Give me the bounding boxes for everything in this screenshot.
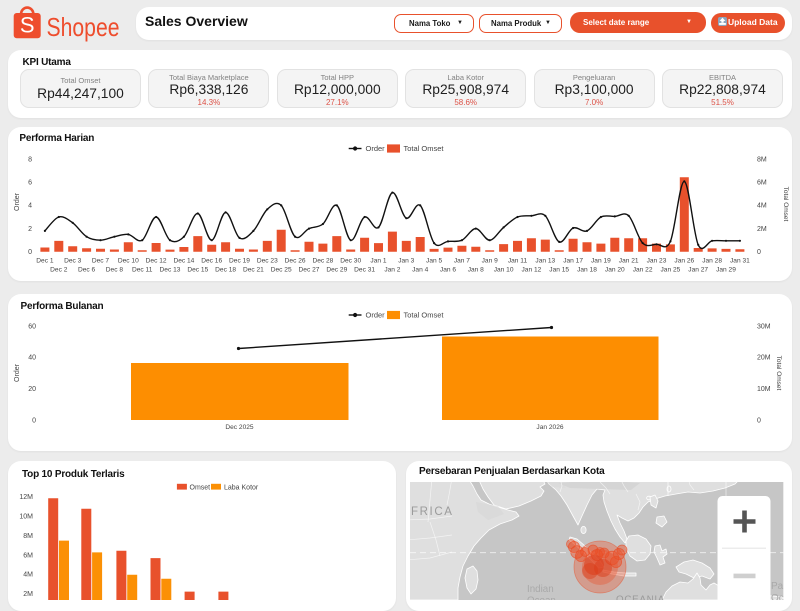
svg-text:Dec 29: Dec 29 (326, 267, 347, 274)
svg-text:Dec 11: Dec 11 (132, 267, 153, 274)
svg-text:Dec 15: Dec 15 (187, 267, 208, 274)
svg-text:Dec 1: Dec 1 (36, 258, 54, 265)
svg-text:Jan 25: Jan 25 (660, 267, 680, 274)
svg-text:Jan 21: Jan 21 (619, 258, 639, 265)
svg-text:Dec 2025: Dec 2025 (225, 424, 254, 431)
svg-text:Dec 21: Dec 21 (243, 267, 264, 274)
svg-text:2M: 2M (23, 591, 33, 598)
svg-text:Jan 11: Jan 11 (508, 258, 528, 265)
svg-text:Dec 12: Dec 12 (146, 258, 167, 265)
svg-text:10M: 10M (757, 386, 771, 393)
svg-text:Dec 16: Dec 16 (201, 258, 222, 265)
svg-text:Jan 27: Jan 27 (688, 267, 708, 274)
svg-text:2M: 2M (757, 226, 767, 233)
svg-text:8M: 8M (23, 533, 33, 540)
svg-text:Total Omset: Total Omset (782, 187, 789, 222)
svg-text:Order: Order (14, 363, 21, 382)
svg-text:Order: Order (366, 311, 386, 320)
svg-text:Dec 10: Dec 10 (118, 258, 139, 265)
svg-text:Ocean: Ocean (527, 596, 556, 601)
svg-text:Total Omset: Total Omset (404, 144, 445, 153)
svg-text:Jan 20: Jan 20 (605, 267, 625, 274)
svg-text:S: S (20, 13, 35, 38)
svg-text:12M: 12M (19, 494, 33, 501)
svg-text:Jan 6: Jan 6 (440, 267, 456, 274)
svg-text:6M: 6M (757, 180, 767, 187)
svg-text:Dec 13: Dec 13 (160, 267, 181, 274)
svg-text:10M: 10M (19, 514, 33, 521)
svg-text:Total Omset: Total Omset (404, 311, 445, 320)
svg-text:40: 40 (28, 355, 36, 362)
svg-text:Jan 18: Jan 18 (577, 267, 597, 274)
svg-text:Dec 3: Dec 3 (64, 258, 82, 265)
svg-text:8: 8 (28, 156, 32, 163)
svg-text:30M: 30M (757, 323, 771, 330)
svg-text:Jan 2: Jan 2 (384, 267, 400, 274)
svg-text:Dec 31: Dec 31 (354, 267, 375, 274)
svg-text:Jan 3: Jan 3 (398, 258, 414, 265)
svg-text:8M: 8M (757, 156, 767, 163)
svg-text:Dec 2: Dec 2 (50, 267, 68, 274)
svg-text:6M: 6M (23, 552, 33, 559)
svg-text:4M: 4M (23, 572, 33, 579)
svg-text:Jan 1: Jan 1 (370, 258, 386, 265)
svg-text:Dec 6: Dec 6 (78, 267, 96, 274)
svg-text:0: 0 (32, 417, 36, 424)
svg-text:2: 2 (28, 226, 32, 233)
svg-text:Jan 31: Jan 31 (730, 258, 750, 265)
svg-text:4: 4 (28, 203, 32, 210)
svg-text:6: 6 (28, 180, 32, 187)
svg-text:Jan 26: Jan 26 (674, 258, 694, 265)
svg-text:Jan 9: Jan 9 (482, 258, 498, 265)
svg-text:Jan 22: Jan 22 (633, 267, 653, 274)
svg-text:Jan 15: Jan 15 (549, 267, 569, 274)
svg-text:Jan 4: Jan 4 (412, 267, 428, 274)
svg-text:Jan 2026: Jan 2026 (536, 424, 563, 431)
svg-text:Pa: Pa (771, 581, 784, 592)
svg-text:Jan 12: Jan 12 (521, 267, 541, 274)
svg-text:Dec 26: Dec 26 (285, 258, 306, 265)
svg-text:Jan 28: Jan 28 (702, 258, 722, 265)
svg-text:Jan 19: Jan 19 (591, 258, 611, 265)
svg-text:Dec 28: Dec 28 (312, 258, 333, 265)
svg-text:Jan 5: Jan 5 (426, 258, 442, 265)
svg-text:Jan 29: Jan 29 (716, 267, 736, 274)
svg-text:0: 0 (757, 417, 761, 424)
svg-text:Dec 25: Dec 25 (271, 267, 292, 274)
svg-text:FRICA: FRICA (411, 506, 454, 518)
svg-text:0: 0 (28, 249, 32, 256)
svg-text:Jan 23: Jan 23 (647, 258, 667, 265)
svg-text:Total Omset: Total Omset (775, 356, 782, 391)
svg-text:0: 0 (757, 249, 761, 256)
svg-text:Dec 14: Dec 14 (173, 258, 194, 265)
svg-text:Dec 27: Dec 27 (299, 267, 320, 274)
svg-text:Dec 19: Dec 19 (229, 258, 250, 265)
svg-text:Jan 8: Jan 8 (468, 267, 484, 274)
svg-text:Indian: Indian (527, 584, 554, 595)
svg-text:Jan 17: Jan 17 (563, 258, 583, 265)
svg-text:Order: Order (14, 192, 21, 211)
svg-text:20M: 20M (757, 355, 771, 362)
svg-text:Dec 8: Dec 8 (106, 267, 124, 274)
svg-text:4M: 4M (757, 203, 767, 210)
svg-text:Order: Order (366, 144, 386, 153)
svg-text:Dec 23: Dec 23 (257, 258, 278, 265)
svg-text:Dec 7: Dec 7 (92, 258, 110, 265)
svg-text:20: 20 (28, 386, 36, 393)
svg-text:Shopee: Shopee (47, 12, 120, 42)
svg-text:Jan 13: Jan 13 (535, 258, 555, 265)
svg-text:Dec 18: Dec 18 (215, 267, 236, 274)
svg-text:Jan 7: Jan 7 (454, 258, 470, 265)
svg-text:Laba Kotor: Laba Kotor (224, 485, 259, 492)
svg-text:Dec 30: Dec 30 (340, 258, 361, 265)
svg-text:60: 60 (28, 323, 36, 330)
svg-text:OCEANIA: OCEANIA (616, 595, 665, 601)
svg-text:Jan 10: Jan 10 (494, 267, 514, 274)
svg-text:Omset: Omset (190, 485, 211, 492)
svg-text:Oc: Oc (771, 593, 784, 600)
